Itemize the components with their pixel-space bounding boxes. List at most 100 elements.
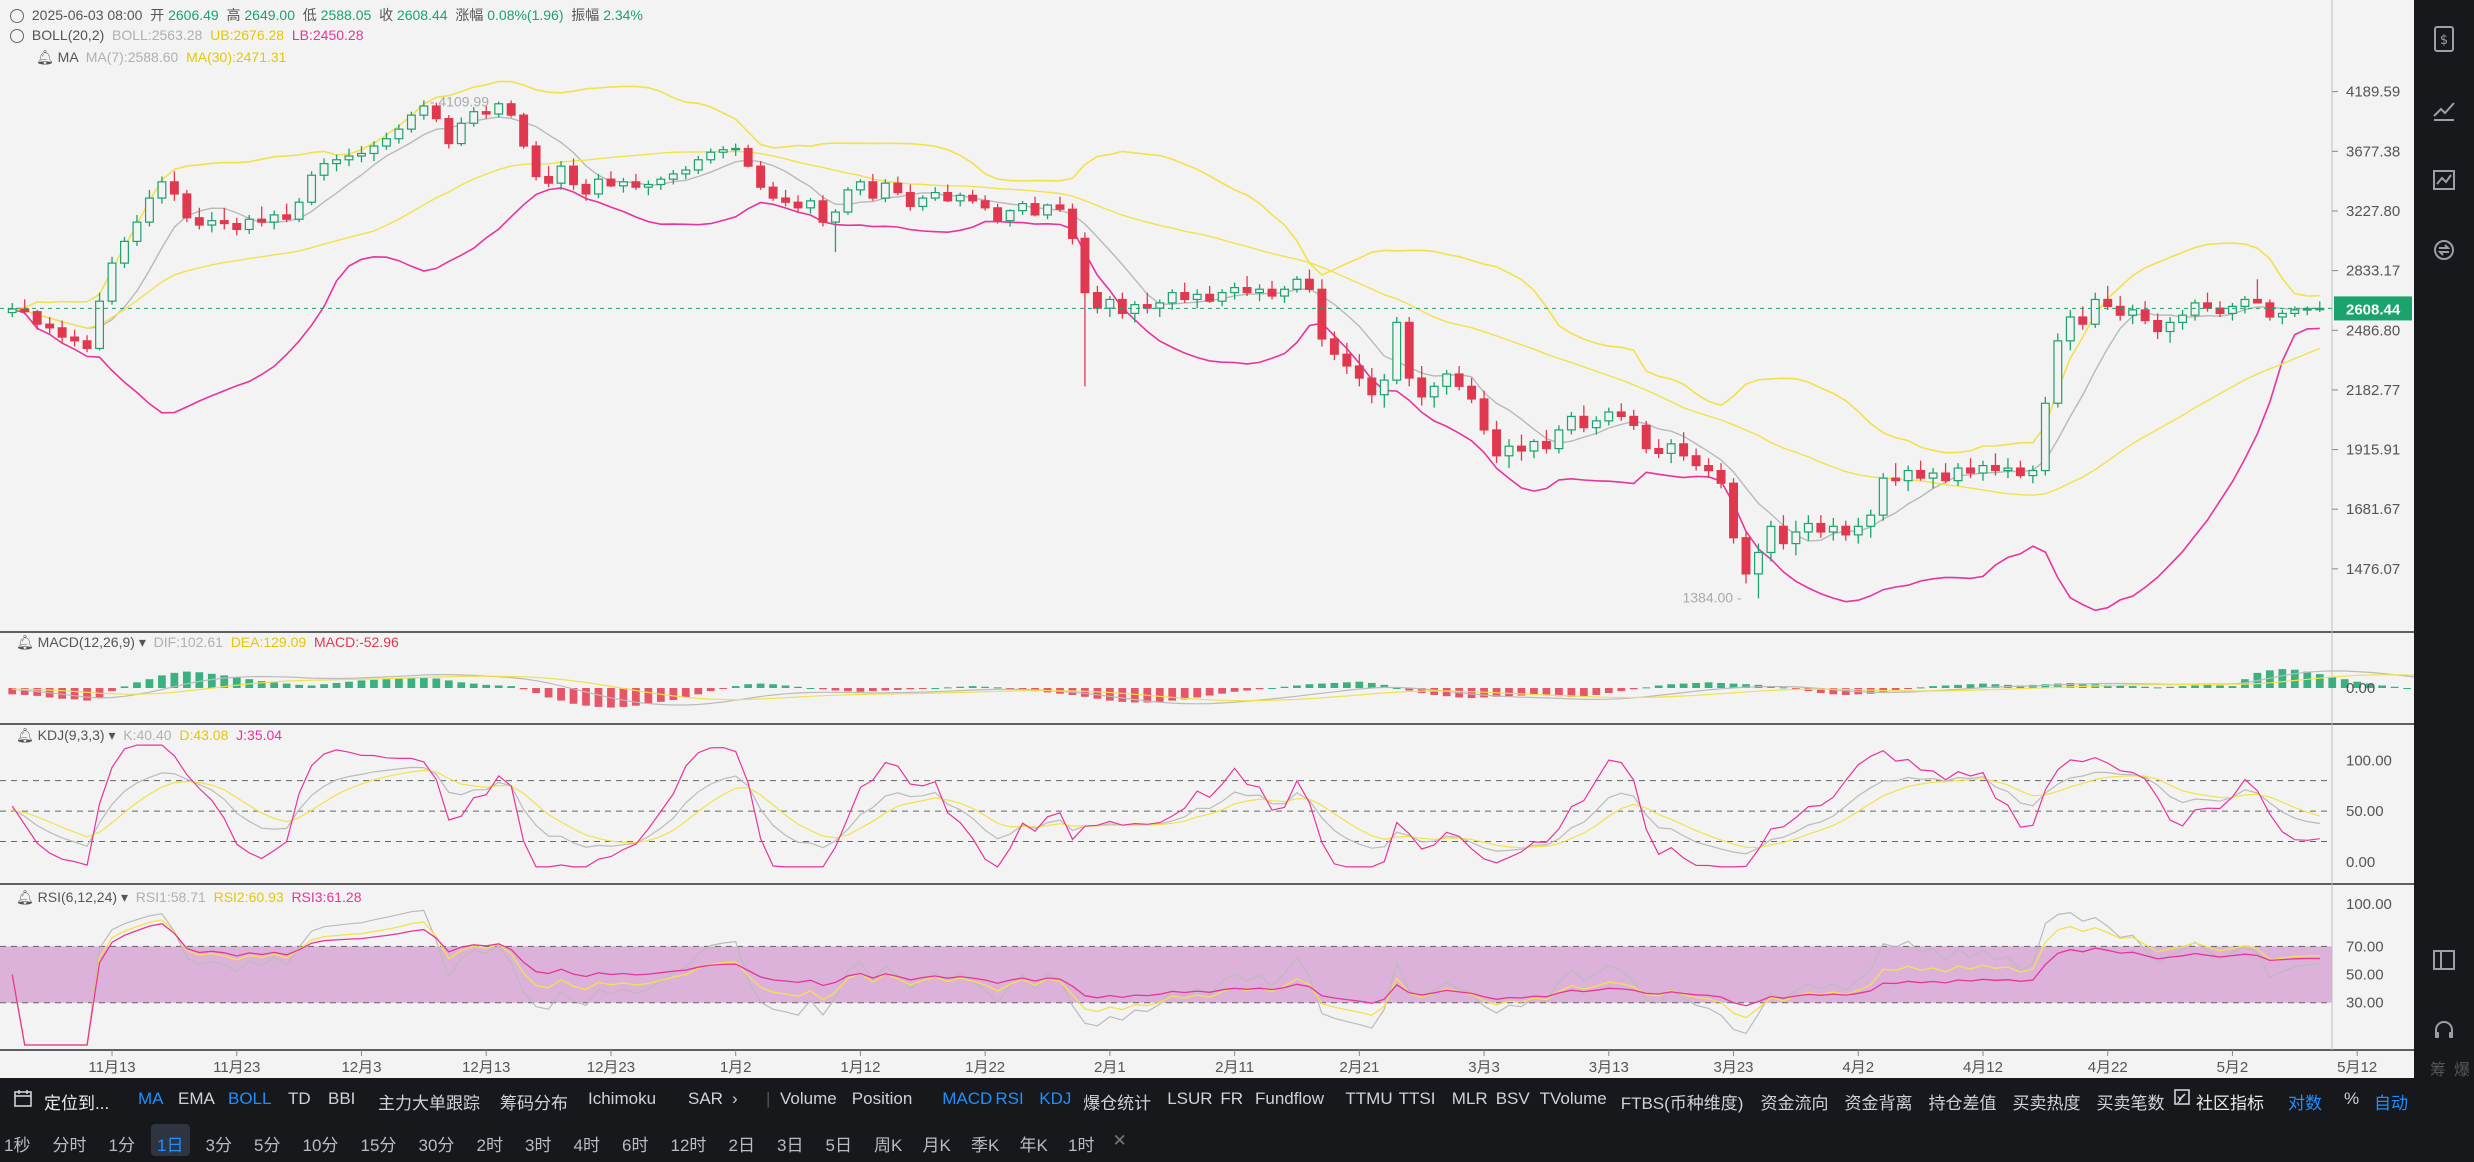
timeframe-option[interactable]: 1日 xyxy=(157,1136,184,1155)
candle[interactable] xyxy=(1529,439,1539,459)
candle[interactable] xyxy=(519,112,529,149)
candle[interactable] xyxy=(1679,432,1689,461)
candle[interactable] xyxy=(182,189,192,223)
candle[interactable] xyxy=(1479,390,1489,435)
candle[interactable] xyxy=(1691,448,1701,471)
candle[interactable] xyxy=(718,146,728,159)
candle[interactable] xyxy=(2240,296,2250,314)
candle[interactable] xyxy=(1891,463,1901,486)
auto-scale-button[interactable]: 自动 xyxy=(2374,1094,2408,1113)
headset-icon[interactable] xyxy=(2414,1015,2474,1055)
candle[interactable] xyxy=(1367,367,1377,404)
candle[interactable] xyxy=(2153,313,2163,339)
candle[interactable] xyxy=(594,173,603,199)
candle[interactable] xyxy=(1741,531,1751,584)
timeframe-option[interactable]: 分时 xyxy=(52,1136,87,1155)
candle[interactable] xyxy=(45,316,55,334)
candle[interactable] xyxy=(1030,196,1040,217)
candle[interactable] xyxy=(7,302,17,317)
candle[interactable] xyxy=(1866,509,1876,538)
close-icon[interactable]: ✕ xyxy=(1112,1131,1127,1150)
main-indicator-sar[interactable]: SAR xyxy=(688,1089,723,1108)
candle[interactable] xyxy=(1230,282,1240,300)
candle[interactable] xyxy=(2140,301,2150,325)
candle[interactable] xyxy=(1067,203,1077,245)
candle[interactable] xyxy=(456,117,466,147)
candle[interactable] xyxy=(394,124,404,144)
dollar-icon[interactable]: $ xyxy=(2414,25,2474,65)
candle[interactable] xyxy=(1616,403,1626,421)
candle[interactable] xyxy=(1167,289,1177,310)
candle[interactable] xyxy=(943,184,953,203)
kline-chart[interactable]: - 4109.99 1384.00 - 4189.59 3677.38 3227.80… xyxy=(0,0,2474,1078)
candle[interactable] xyxy=(1217,289,1227,307)
candle[interactable] xyxy=(1192,289,1202,309)
sub-indicator-item[interactable]: BSV xyxy=(1495,1089,1530,1108)
candle[interactable] xyxy=(581,179,591,201)
rsi-name[interactable]: RSI(6,12,24) xyxy=(37,889,118,905)
candle[interactable] xyxy=(332,154,342,172)
candle[interactable] xyxy=(2277,309,2287,325)
timeframe-option[interactable]: 2日 xyxy=(728,1136,755,1155)
candle[interactable] xyxy=(2003,458,2013,479)
candle[interactable] xyxy=(1429,382,1439,408)
timeframe-option[interactable]: 1分 xyxy=(108,1136,135,1155)
candle[interactable] xyxy=(656,176,666,190)
timeframe-option[interactable]: 15分 xyxy=(360,1136,397,1155)
candle[interactable] xyxy=(244,214,254,234)
candle[interactable] xyxy=(1878,473,1888,521)
candle[interactable] xyxy=(1055,196,1065,213)
macd-name[interactable]: MACD(12,26,9) xyxy=(37,634,135,650)
candle[interactable] xyxy=(1641,420,1651,454)
collapse-icon[interactable] xyxy=(10,29,24,43)
candle[interactable] xyxy=(880,179,890,203)
timeframe-option[interactable]: 5日 xyxy=(825,1136,852,1155)
candle[interactable] xyxy=(606,171,616,188)
candle[interactable] xyxy=(918,195,928,211)
main-indicator-ma[interactable]: MA xyxy=(138,1089,164,1108)
candle[interactable] xyxy=(868,173,878,201)
candle[interactable] xyxy=(531,141,541,181)
candle[interactable] xyxy=(1704,458,1714,479)
candle[interactable] xyxy=(1080,232,1090,387)
sub-indicator-item[interactable]: KDJ xyxy=(1039,1089,1072,1108)
sub-indicator-item[interactable]: FR xyxy=(1220,1089,1244,1108)
candle[interactable] xyxy=(2103,285,2113,310)
candle[interactable] xyxy=(1754,543,1763,599)
candle[interactable] xyxy=(1504,439,1514,469)
candle[interactable] xyxy=(2165,316,2175,343)
kdj-name[interactable]: KDJ(9,3,3) xyxy=(37,727,105,743)
candle[interactable] xyxy=(1130,301,1140,323)
locate-button[interactable]: 定位到... xyxy=(44,1094,110,1113)
candle[interactable] xyxy=(2090,292,2100,328)
candle[interactable] xyxy=(1791,520,1801,556)
candle[interactable] xyxy=(1392,316,1402,385)
candle[interactable] xyxy=(1941,463,1951,484)
candle[interactable] xyxy=(843,187,853,215)
candle[interactable] xyxy=(1816,515,1826,538)
candle[interactable] xyxy=(1379,374,1389,408)
timeframe-option[interactable]: 3分 xyxy=(205,1136,232,1155)
candle[interactable] xyxy=(1978,460,1988,481)
candle[interactable] xyxy=(930,187,940,201)
timeframe-option[interactable]: 5分 xyxy=(254,1136,281,1155)
candle[interactable] xyxy=(406,111,416,133)
timeframe-option[interactable]: 年K xyxy=(1019,1136,1048,1155)
candle[interactable] xyxy=(95,292,105,351)
timeframe-option[interactable]: 3日 xyxy=(777,1136,804,1155)
candle[interactable] xyxy=(1267,280,1277,300)
candle[interactable] xyxy=(731,143,741,156)
candle[interactable] xyxy=(1467,378,1477,404)
candle[interactable] xyxy=(1043,203,1052,220)
candle[interactable] xyxy=(120,236,129,268)
timeframe-option[interactable]: 季K xyxy=(971,1136,1000,1155)
candle[interactable] xyxy=(1953,463,1963,486)
candle[interactable] xyxy=(2290,306,2300,317)
sub-indicator-item[interactable]: 资金流向 xyxy=(1760,1094,1829,1113)
main-indicator-boll[interactable]: BOLL xyxy=(228,1089,272,1108)
candle[interactable] xyxy=(830,209,840,253)
indicator-icon[interactable] xyxy=(2414,165,2474,205)
sub-indicator-item[interactable]: LSUR xyxy=(1167,1089,1213,1108)
candle[interactable] xyxy=(668,170,678,185)
candle[interactable] xyxy=(357,146,366,163)
